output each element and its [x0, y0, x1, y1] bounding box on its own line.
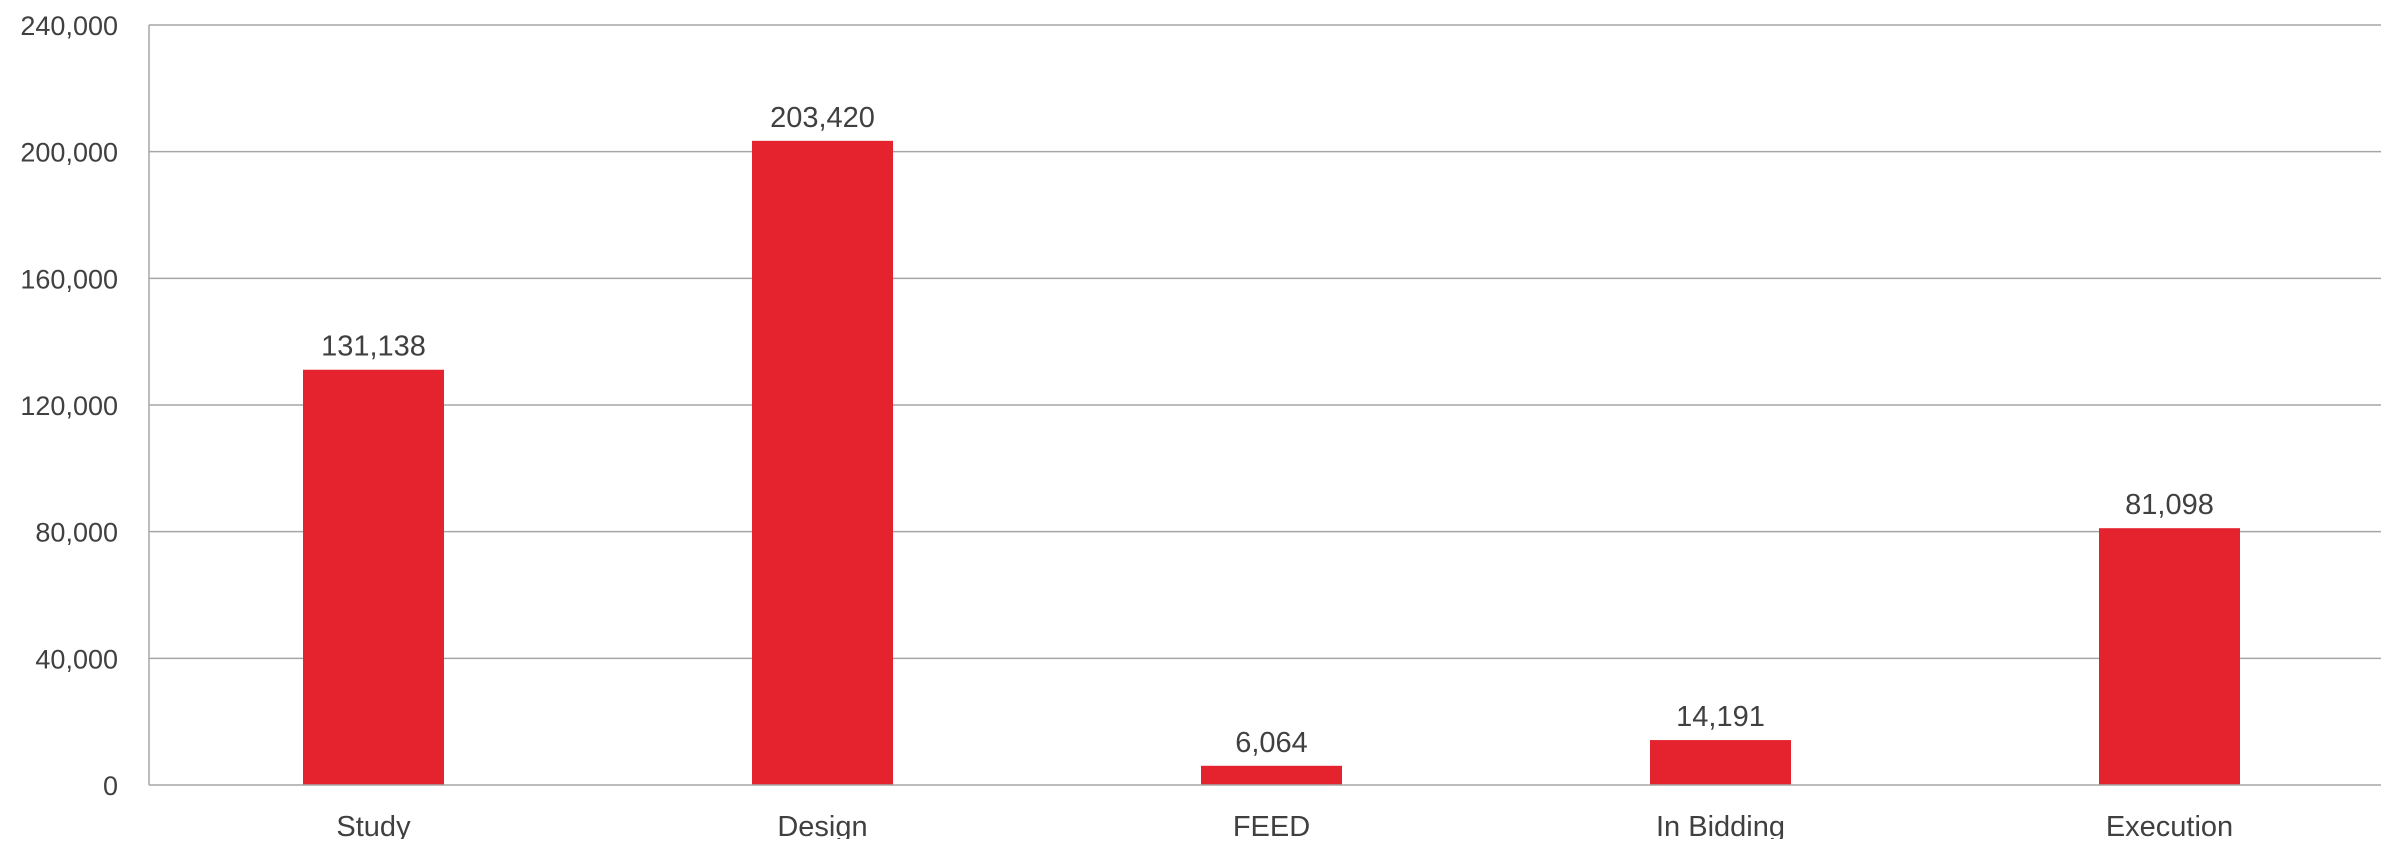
- bar-study: [303, 369, 444, 785]
- gridlines: [149, 24, 2381, 660]
- y-tick-label: 80,000: [35, 518, 118, 548]
- x-category-label: FEED: [1233, 811, 1310, 839]
- data-label: 14,191: [1676, 701, 1765, 733]
- y-tick-label: 120,000: [20, 391, 118, 421]
- axes: [148, 25, 2381, 786]
- bar-execution: [2099, 528, 2240, 785]
- data-label: 131,138: [321, 331, 426, 363]
- bar-feed: [1201, 765, 1342, 785]
- bar-in-bidding: [1650, 740, 1791, 785]
- y-tick-label: 240,000: [20, 11, 118, 41]
- labels: 0 40,000 80,000 120,000 160,000 200,000 240,00…: [20, 11, 2233, 843]
- x-category-label: In Bidding: [1656, 811, 1785, 839]
- x-category-label: Design: [777, 811, 867, 839]
- y-tick-label: 160,000: [20, 264, 118, 294]
- y-tick-label: 40,000: [35, 644, 118, 674]
- y-tick-label: 0: [103, 771, 118, 801]
- x-category-label: Execution: [2106, 811, 2233, 839]
- y-tick-label: 200,000: [20, 138, 118, 168]
- x-category-label: Study: [336, 811, 411, 839]
- data-label: 6,064: [1235, 727, 1308, 759]
- bar-design: [752, 140, 893, 785]
- data-label: 203,420: [770, 102, 875, 134]
- data-label: 81,098: [2125, 489, 2214, 521]
- bars: [303, 140, 2240, 785]
